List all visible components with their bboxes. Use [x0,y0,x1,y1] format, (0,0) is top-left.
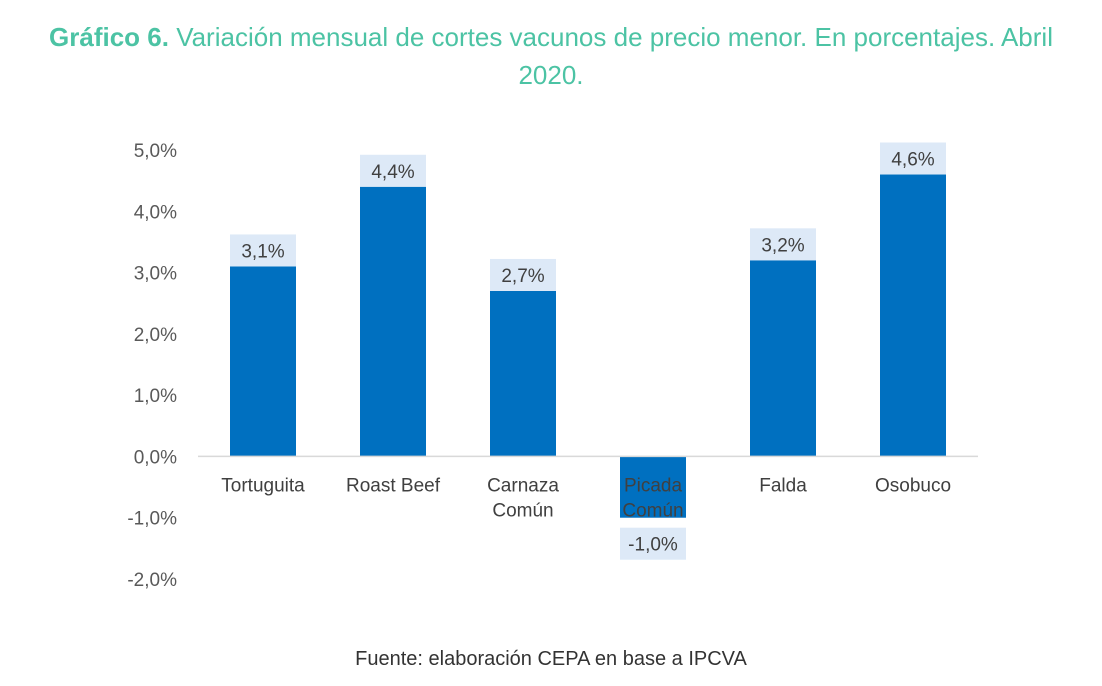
data-label-background [490,258,556,291]
bar [230,266,296,457]
y-tick-label: 0,0% [134,447,177,468]
y-tick-label: 5,0% [134,141,177,162]
y-tick-label: 2,0% [134,325,177,346]
x-tick-label: Picada [624,475,683,496]
data-label-background [750,228,816,261]
data-label-background [620,527,686,560]
data-label: 3,1% [241,241,284,262]
bar [490,290,556,457]
x-tick-label: Tortuguita [221,475,305,496]
bar-chart: 5,0% 4,0% 3,0% 2,0% 1,0% 0,0% -1,0% -2,0% 3,1% 4,… [127,141,978,591]
chart-title: Gráfico 6. Variación mensual de cortes v… [20,18,1082,94]
y-tick-label: 1,0% [134,386,177,407]
data-label-background [880,142,946,175]
data-label: 2,7% [501,266,544,287]
data-label: 3,2% [761,235,804,256]
x-tick-label: Común [622,500,683,521]
x-tick-label: Osobuco [875,475,951,496]
x-tick-label: Roast Beef [346,475,441,496]
data-label: 4,4% [371,162,414,183]
bar [360,186,426,457]
bar [620,456,686,518]
source-note: Fuente: elaboración CEPA en base a IPCVA [355,648,747,670]
y-tick-label: 4,0% [134,202,177,223]
chart-title-text: Variación mensual de cortes vacunos de p… [176,22,1053,90]
y-tick-label: -1,0% [127,509,177,530]
bar [880,174,946,457]
x-tick-label: Carnaza [487,475,559,496]
data-label: -1,0% [628,535,678,556]
x-tick-label: Falda [759,475,807,496]
x-tick-label: Común [492,500,553,521]
y-tick-label: 3,0% [134,264,177,285]
y-tick-label: -2,0% [127,570,177,591]
data-label-background [360,154,426,187]
data-label: 4,6% [891,150,934,171]
bar [750,260,816,457]
chart-title-prefix: Gráfico 6. [49,22,169,52]
data-label-background [230,234,296,267]
